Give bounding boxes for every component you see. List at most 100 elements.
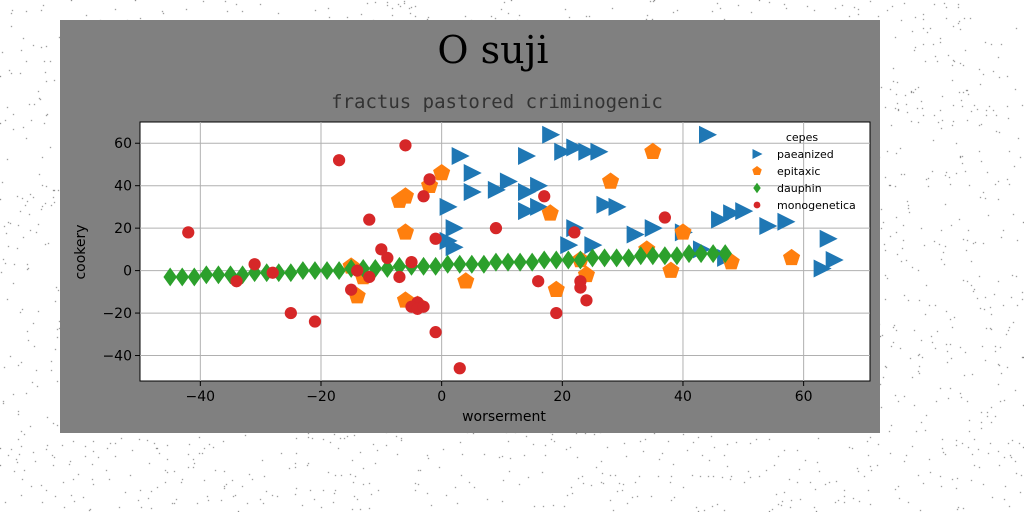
data-point xyxy=(621,248,636,268)
data-point xyxy=(518,183,537,202)
y-tick-label: 0 xyxy=(123,264,132,280)
data-point xyxy=(392,256,407,276)
data-point xyxy=(574,281,587,294)
data-point xyxy=(266,266,279,279)
data-point xyxy=(439,197,458,216)
x-tick-label: 0 xyxy=(437,389,446,405)
data-point xyxy=(550,306,563,320)
x-tick-label: −40 xyxy=(186,389,216,405)
data-point xyxy=(819,229,838,248)
data-point xyxy=(332,154,346,167)
data-point xyxy=(489,252,503,272)
legend-label: paeanized xyxy=(777,148,834,161)
legend-label: epitaxic xyxy=(777,165,820,178)
data-point xyxy=(658,211,671,224)
x-tick-label: 40 xyxy=(674,389,692,405)
data-point xyxy=(457,272,475,289)
data-point xyxy=(417,190,430,203)
data-point xyxy=(513,252,527,272)
data-point xyxy=(463,163,482,182)
chart-title: O suji xyxy=(437,28,548,72)
y-tick-label: −40 xyxy=(102,349,132,365)
y-axis-label: cookery xyxy=(73,224,89,279)
legend: cepes paeanized epitaxic dauphin monogeneti… xyxy=(752,131,856,212)
x-tick-label: −20 xyxy=(306,389,336,405)
data-point xyxy=(405,255,418,269)
data-point xyxy=(573,250,588,270)
data-point xyxy=(694,244,708,264)
data-point xyxy=(423,173,436,186)
plot-area xyxy=(139,121,871,382)
data-point xyxy=(182,226,195,239)
data-point xyxy=(351,264,364,277)
data-point xyxy=(542,125,561,144)
series-dauphin xyxy=(163,244,732,287)
data-point xyxy=(596,195,615,214)
y-tick-label: 20 xyxy=(114,221,132,237)
data-point xyxy=(428,256,443,276)
data-point xyxy=(451,146,470,165)
data-point xyxy=(375,243,388,256)
data-point xyxy=(537,250,551,270)
data-point xyxy=(284,263,298,283)
data-point xyxy=(644,142,662,160)
data-point xyxy=(381,251,394,264)
data-point xyxy=(783,248,801,266)
data-point xyxy=(199,265,214,285)
data-point xyxy=(674,223,692,240)
data-point xyxy=(547,280,565,297)
data-point xyxy=(597,248,612,268)
data-point xyxy=(487,180,506,199)
data-point xyxy=(825,250,844,269)
data-point xyxy=(561,250,576,270)
data-point xyxy=(390,191,408,208)
data-point xyxy=(187,267,202,287)
data-point xyxy=(602,172,620,189)
data-point xyxy=(626,225,645,244)
legend-label: dauphin xyxy=(777,182,822,195)
data-point xyxy=(308,315,322,328)
data-point xyxy=(706,244,720,264)
data-point xyxy=(380,259,395,278)
data-point xyxy=(463,183,482,202)
series-monogenetica xyxy=(182,139,671,375)
data-point xyxy=(163,267,177,287)
data-point xyxy=(499,172,518,191)
x-axis-label: worserment xyxy=(462,409,546,425)
data-point xyxy=(813,259,832,278)
data-point xyxy=(416,256,431,276)
data-point xyxy=(585,248,600,268)
data-point xyxy=(554,142,573,161)
data-point xyxy=(699,125,718,144)
data-point xyxy=(320,261,334,281)
data-point xyxy=(759,217,778,236)
data-point xyxy=(670,246,684,266)
x-tick-label: 60 xyxy=(795,389,813,405)
data-point xyxy=(175,267,189,287)
data-point xyxy=(518,202,537,221)
data-point xyxy=(518,146,537,165)
data-point xyxy=(633,246,648,266)
data-point xyxy=(584,236,603,255)
legend-title: cepes xyxy=(786,131,819,144)
legend-marker xyxy=(752,166,762,176)
data-point xyxy=(440,254,455,274)
data-point xyxy=(532,275,545,288)
data-point xyxy=(590,142,609,161)
y-tick-label: 60 xyxy=(114,136,132,152)
data-point xyxy=(549,250,564,270)
data-point xyxy=(393,270,406,284)
data-point xyxy=(735,202,754,221)
data-point xyxy=(711,210,730,229)
x-tick-label: 20 xyxy=(553,389,571,405)
data-point xyxy=(723,204,742,223)
data-point xyxy=(230,275,243,288)
data-point xyxy=(541,204,559,221)
data-point xyxy=(453,362,466,375)
data-point xyxy=(445,238,464,257)
data-point xyxy=(662,261,680,278)
data-point xyxy=(530,197,549,216)
data-point xyxy=(429,232,442,245)
data-point xyxy=(718,244,732,264)
